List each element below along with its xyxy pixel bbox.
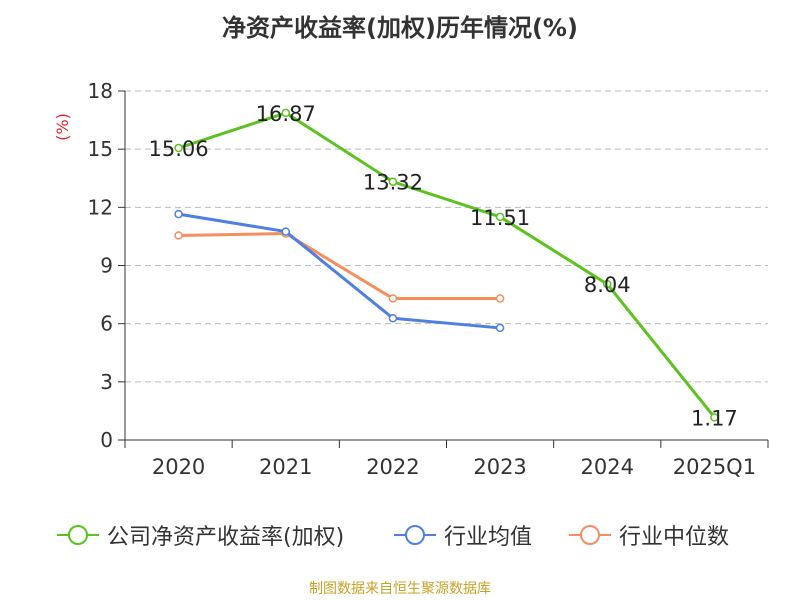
legend-item[interactable]: 公司净资产收益率(加权) [55,520,344,550]
y-tick-label: 18 [88,79,113,103]
series-point [710,413,719,422]
legend-marker-icon [569,525,611,545]
series-point [281,108,290,118]
data-label: 15.06 [149,137,209,161]
legend-label: 行业均值 [444,525,533,550]
series-line [178,212,501,330]
data-label: 13.32 [363,171,423,195]
series-point [495,323,505,333]
data-source-note: 制图数据来自恒生聚源数据库 [309,581,491,597]
x-tick-label: 2023 [473,455,526,479]
series-point [388,294,398,303]
x-tick-label: 2025Q1 [673,455,756,479]
series-point [174,143,183,153]
x-tick-label: 2024 [581,455,634,479]
data-label: 1.17 [691,406,738,430]
data-label: 11.51 [470,206,530,230]
y-axis-label: (%) [53,113,72,141]
series-line [178,232,501,300]
series-point [495,212,505,222]
series-lines [174,108,719,422]
y-tick-label: 12 [88,195,113,219]
axes: 0 3 6 9 12 15 18 2020 2021 2022 2023 2024 2025Q1 [88,79,769,479]
series-point [495,294,505,303]
series-point [388,313,398,323]
y-tick-label: 6 [100,312,113,336]
chart-title: 净资产收益率(加权)历年情况(%) [222,14,578,42]
series-point [388,177,398,186]
series-line [178,111,716,419]
data-labels: 15.06 16.87 13.32 11.51 8.04 1.17 [149,102,738,430]
legend-marker-icon [394,525,436,545]
legend-item[interactable]: 行业中位数 [567,520,729,550]
series-point [174,231,183,240]
y-tick-label: 9 [100,254,113,278]
y-tick-label: 3 [100,370,113,394]
x-tick-label: 2020 [152,455,205,479]
data-label: 16.87 [256,102,316,126]
legend-label: 公司净资产收益率(加权) [107,525,345,550]
legend-item[interactable]: 行业均值 [392,520,532,550]
x-tick-label: 2022 [366,455,419,479]
y-tick-label: 15 [88,137,113,161]
x-tick-label: 2021 [259,455,312,479]
series-point [174,209,183,219]
legend-label: 行业中位数 [619,525,730,550]
data-label: 8.04 [584,273,631,297]
series-point [603,279,612,289]
series-point [281,227,290,236]
legend-marker-icon [57,525,99,545]
y-tick-label: 0 [100,428,113,452]
